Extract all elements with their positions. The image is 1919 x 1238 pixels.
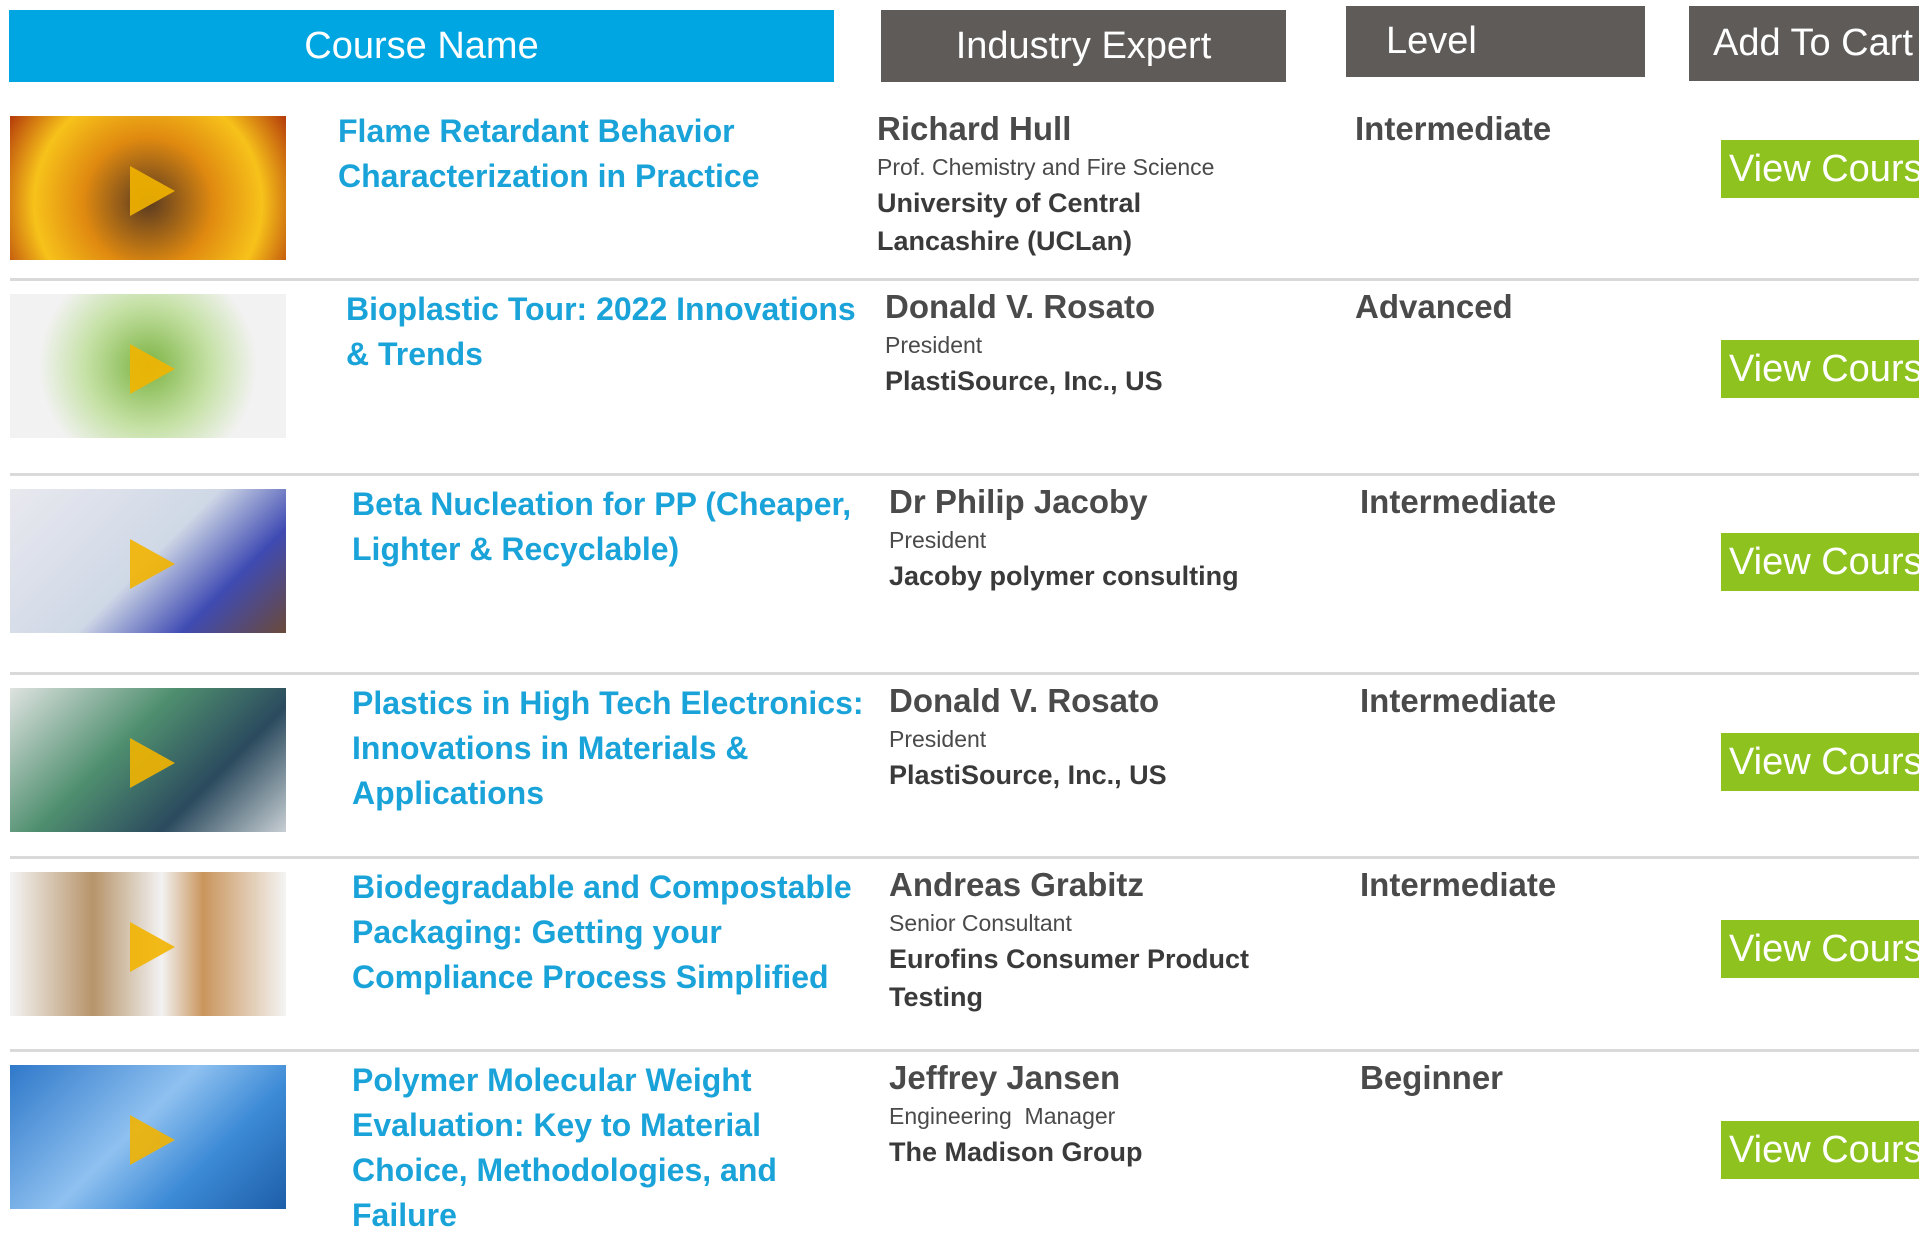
play-icon bbox=[10, 116, 286, 260]
expert-role: President bbox=[885, 328, 982, 362]
course-thumbnail[interactable] bbox=[10, 489, 286, 633]
course-thumbnail[interactable] bbox=[10, 872, 286, 1016]
expert-organization: PlastiSource, Inc., US bbox=[885, 362, 1265, 400]
view-course-button[interactable]: View Course bbox=[1721, 1121, 1919, 1179]
expert-role: Prof. Chemistry and Fire Science bbox=[877, 150, 1214, 184]
view-course-button[interactable]: View Course bbox=[1721, 340, 1919, 398]
play-icon bbox=[10, 294, 286, 438]
expert-organization: The Madison Group bbox=[889, 1133, 1269, 1171]
course-title[interactable]: Flame Retardant Behavior Characterizatio… bbox=[338, 109, 858, 199]
row-separator bbox=[10, 473, 1919, 476]
play-icon bbox=[10, 1065, 286, 1209]
play-icon bbox=[10, 688, 286, 832]
course-thumbnail[interactable] bbox=[10, 116, 286, 260]
expert-name: Donald V. Rosato bbox=[889, 681, 1159, 721]
course-title[interactable]: Bioplastic Tour: 2022 Innovations & Tren… bbox=[346, 287, 866, 377]
view-course-button[interactable]: View Course bbox=[1721, 533, 1919, 591]
course-title[interactable]: Biodegradable and Compostable Packaging:… bbox=[352, 865, 872, 1000]
course-thumbnail[interactable] bbox=[10, 688, 286, 832]
row-separator bbox=[10, 1049, 1919, 1052]
course-title[interactable]: Plastics in High Tech Electronics: Innov… bbox=[352, 681, 872, 816]
expert-name: Andreas Grabitz bbox=[889, 865, 1144, 905]
course-level: Intermediate bbox=[1360, 681, 1556, 721]
row-separator bbox=[10, 278, 1919, 281]
course-level: Advanced bbox=[1355, 287, 1513, 327]
expert-organization: Jacoby polymer consulting bbox=[889, 557, 1269, 595]
view-course-button[interactable]: View Course bbox=[1721, 733, 1919, 791]
view-course-button[interactable]: View Course bbox=[1721, 920, 1919, 978]
column-header: Add To Cart bbox=[1689, 6, 1919, 81]
course-level: Intermediate bbox=[1360, 482, 1556, 522]
course-level: Beginner bbox=[1360, 1058, 1503, 1098]
course-title[interactable]: Beta Nucleation for PP (Cheaper, Lighter… bbox=[352, 482, 872, 572]
expert-name: Richard Hull bbox=[877, 109, 1071, 149]
page: {"header":{"columns":["Course Name","Ind… bbox=[0, 0, 1919, 1215]
expert-role: President bbox=[889, 523, 986, 557]
row-separator bbox=[10, 856, 1919, 859]
expert-role: President bbox=[889, 722, 986, 756]
expert-organization: University of Central Lancashire (UCLan) bbox=[877, 184, 1257, 260]
course-thumbnail[interactable] bbox=[10, 294, 286, 438]
expert-role: Senior Consultant bbox=[889, 906, 1072, 940]
course-level: Intermediate bbox=[1355, 109, 1551, 149]
column-header: Course Name bbox=[9, 10, 834, 82]
view-course-button[interactable]: View Course bbox=[1721, 140, 1919, 198]
expert-name: Jeffrey Jansen bbox=[889, 1058, 1120, 1098]
course-level: Intermediate bbox=[1360, 865, 1556, 905]
column-header: Level bbox=[1346, 6, 1645, 77]
course-title[interactable]: Polymer Molecular Weight Evaluation: Key… bbox=[352, 1058, 872, 1238]
play-icon bbox=[10, 489, 286, 633]
expert-name: Donald V. Rosato bbox=[885, 287, 1155, 327]
expert-organization: PlastiSource, Inc., US bbox=[889, 756, 1269, 794]
row-separator bbox=[10, 672, 1919, 675]
expert-role: Engineering Manager bbox=[889, 1099, 1115, 1133]
expert-organization: Eurofins Consumer Product Testing bbox=[889, 940, 1269, 1016]
column-header: Industry Expert bbox=[881, 10, 1286, 82]
play-icon bbox=[10, 872, 286, 1016]
expert-name: Dr Philip Jacoby bbox=[889, 482, 1148, 522]
course-thumbnail[interactable] bbox=[10, 1065, 286, 1209]
